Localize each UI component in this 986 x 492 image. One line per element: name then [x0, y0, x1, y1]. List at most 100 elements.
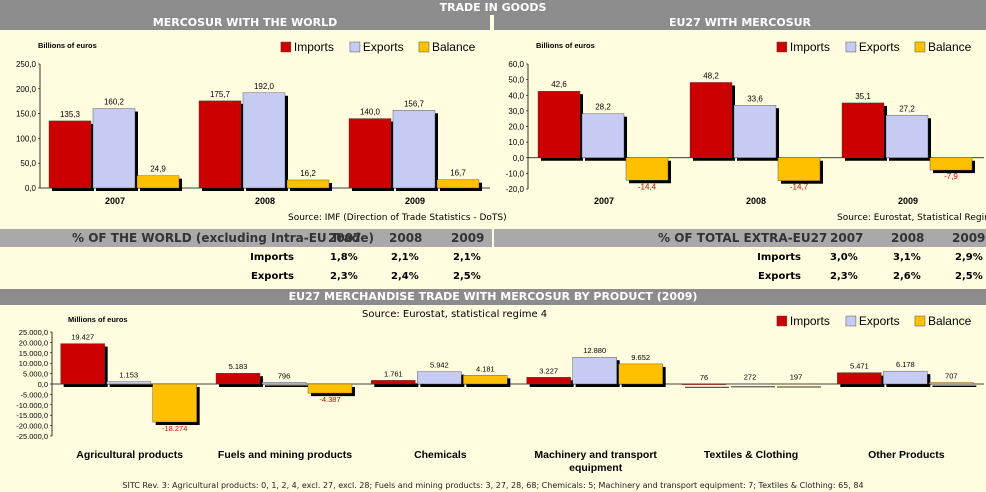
y-tick-label: 10.000,0 [19, 359, 48, 368]
bar-balance [152, 383, 197, 423]
data-label-exports: 796 [278, 371, 291, 380]
y-tick-label: 15.000,0 [19, 349, 48, 358]
y-tick-label: 30,0 [508, 107, 524, 116]
left-panel-title: MERCOSUR WITH THE WORLD [0, 15, 492, 30]
data-label-imports: 1.761 [384, 369, 403, 378]
y-tick-label: -25.000,0 [16, 432, 48, 441]
bar-exports [92, 108, 136, 189]
bar-shadow [265, 385, 309, 387]
right-table-header-row: % OF TOTAL EXTRA-EU27 2007 2008 2009 [494, 229, 986, 247]
bar-imports [198, 100, 242, 189]
data-label-exports: 160,2 [104, 98, 125, 107]
right-table-body: Imports 3,0% 3,1% 2,9% Exports 2,3% 2,6%… [494, 249, 986, 285]
bar-exports [417, 371, 462, 385]
bar-exports [261, 382, 307, 385]
legend-swatch-balance [914, 315, 926, 327]
data-label-imports: 140,0 [360, 108, 381, 117]
bar-balance [773, 383, 819, 385]
legend-swatch-exports [845, 315, 857, 327]
category-label: Agricultural products [76, 449, 183, 461]
data-label-balance: -14,4 [638, 182, 657, 191]
right-row-imports-label: Imports [757, 252, 801, 263]
category-label: 2008 [746, 196, 766, 206]
legend-label-imports: Imports [294, 40, 334, 54]
data-label-balance: -4.387 [319, 395, 340, 404]
data-label-balance: 707 [945, 372, 958, 381]
y-tick-label: 50,0 [20, 159, 36, 168]
left-table-header: % OF THE WORLD (excluding Intra-EU Trade… [72, 231, 374, 245]
legend-label-balance: Balance [928, 40, 972, 54]
category-label: Chemicals [414, 449, 467, 461]
left-row-imports-label: Imports [250, 252, 294, 263]
y-unit-label: Billions of euros [38, 41, 97, 50]
bar-shadow [109, 384, 154, 387]
legend-label-imports: Imports [790, 40, 830, 54]
left-row-imports-v2: 2,1% [391, 252, 419, 263]
bar-balance [463, 375, 508, 385]
bar-exports [392, 110, 436, 189]
bar-exports [242, 92, 286, 189]
right-year-2: 2008 [891, 231, 925, 245]
bar-imports [48, 120, 92, 189]
y-tick-label: 200,0 [16, 85, 37, 94]
right-row-imports-v2: 3,1% [893, 252, 921, 263]
page-title: TRADE IN GOODS [0, 0, 986, 15]
chart-mercosur-world: Imports Exports Balance Billions of euros 25… [16, 40, 490, 206]
data-label-exports: 272 [744, 372, 757, 381]
legend-swatch-imports [280, 41, 292, 53]
data-label-exports: 156,7 [404, 99, 425, 108]
data-label-balance: 16,7 [450, 169, 466, 178]
category-label: Other Products [868, 449, 945, 461]
bar-imports [526, 377, 571, 385]
right-source: Source: Eurostat, Statistical Regime 4 [837, 213, 986, 223]
y-tick-label: 150,0 [16, 110, 37, 119]
left-row-exports-v2: 2,4% [391, 271, 419, 282]
left-row-exports-v1: 2,3% [330, 271, 358, 282]
bar-balance [777, 157, 821, 181]
bar-balance [625, 157, 669, 181]
data-label-exports: 192,0 [254, 82, 275, 91]
y-tick-label: 25.000,0 [19, 328, 48, 337]
legend-swatch-balance [418, 41, 430, 53]
data-label-balance: -14,7 [790, 183, 809, 192]
category-label: 2007 [105, 196, 125, 206]
bar-exports [727, 383, 773, 385]
bar-imports [537, 90, 581, 158]
bar-shadow [777, 386, 821, 388]
data-label-balance: 9.652 [631, 353, 650, 362]
data-label-exports: 27,2 [899, 104, 915, 113]
legend-swatch-balance [914, 41, 926, 53]
bar-exports [733, 105, 777, 158]
left-row-exports-label: Exports [251, 271, 294, 282]
bar-balance [307, 383, 353, 394]
data-label-exports: 12.880 [583, 346, 606, 355]
y-tick-label: 60,0 [508, 60, 524, 69]
bar-shadow [374, 383, 419, 387]
legend-swatch-exports [845, 41, 857, 53]
data-label-imports: 5.183 [229, 362, 248, 371]
bar-imports [689, 82, 733, 158]
left-row-imports-v1: 1,8% [330, 252, 358, 263]
chart-eu27-mercosur: Imports Exports Balance Billions of euros 60… [506, 40, 984, 206]
data-label-balance: 24,9 [150, 165, 166, 174]
data-label-balance: 16,2 [300, 169, 316, 178]
bar-balance [136, 175, 180, 189]
right-row-exports-v3: 2,5% [955, 271, 983, 282]
category-label: 2007 [594, 196, 614, 206]
left-row-imports-v3: 2,1% [453, 252, 481, 263]
data-label-balance: -7,9 [944, 172, 958, 181]
left-year-2: 2008 [389, 231, 423, 245]
data-label-exports: 28,2 [595, 103, 611, 112]
left-table-body: Imports 1,8% 2,1% 2,1% Exports 2,3% 2,4%… [0, 249, 492, 285]
data-label-imports: 48,2 [703, 71, 719, 80]
bar-balance [929, 382, 974, 385]
left-table-header-row: % OF THE WORLD (excluding Intra-EU Trade… [0, 229, 492, 247]
data-label-imports: 135,3 [60, 110, 81, 119]
data-label-imports: 3.227 [539, 366, 558, 375]
right-row-exports-v1: 2,3% [830, 271, 858, 282]
y-tick-label: 250,0 [16, 60, 37, 69]
data-label-exports: 1.153 [119, 371, 138, 380]
y-tick-label: -5.000,0 [20, 390, 48, 399]
footnote: SITC Rev. 3: Agricultural products: 0, 1… [122, 481, 864, 490]
y-unit-label: Millions of euros [68, 315, 128, 324]
